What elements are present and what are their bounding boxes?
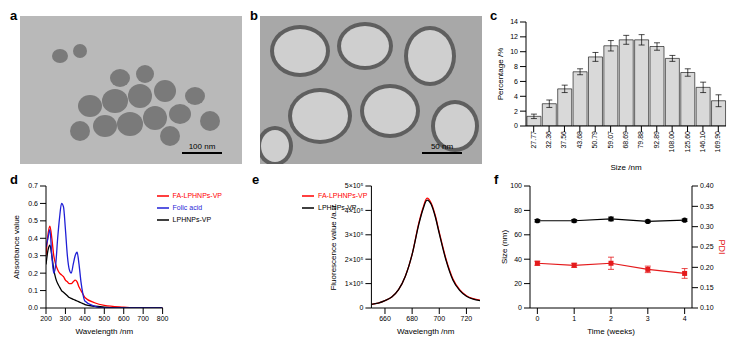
svg-text:660: 660 (379, 315, 391, 322)
svg-text:0.4: 0.4 (28, 235, 38, 242)
svg-text:32.36: 32.36 (545, 131, 552, 149)
svg-text:108.00: 108.00 (668, 131, 675, 153)
svg-text:8: 8 (514, 63, 518, 70)
svg-text:400: 400 (79, 315, 91, 322)
svg-text:100: 100 (510, 182, 522, 189)
svg-text:3×10⁵: 3×10⁵ (345, 231, 364, 238)
svg-text:0.0: 0.0 (28, 304, 38, 311)
svg-text:0.30: 0.30 (700, 223, 714, 230)
svg-text:125.60: 125.60 (684, 131, 691, 153)
svg-text:2: 2 (609, 315, 613, 322)
svg-text:720: 720 (461, 315, 473, 322)
svg-text:0: 0 (518, 304, 522, 311)
svg-text:0: 0 (360, 304, 364, 311)
svg-text:12: 12 (510, 33, 518, 40)
svg-text:4×10⁵: 4×10⁵ (345, 207, 364, 214)
svg-text:79.88: 79.88 (637, 131, 644, 149)
svg-text:500: 500 (98, 315, 110, 322)
svg-text:0.7: 0.7 (28, 182, 38, 189)
svg-text:Wavelength /nm: Wavelength /nm (397, 327, 455, 336)
svg-text:0.5: 0.5 (28, 217, 38, 224)
svg-text:3: 3 (646, 315, 650, 322)
svg-text:50.79: 50.79 (591, 131, 598, 149)
svg-text:80: 80 (514, 207, 522, 214)
svg-text:0.35: 0.35 (700, 203, 714, 210)
svg-text:0.10: 0.10 (700, 304, 714, 311)
svg-text:6: 6 (514, 78, 518, 85)
svg-text:0: 0 (535, 315, 539, 322)
svg-text:Percentage /%: Percentage /% (496, 48, 505, 100)
svg-text:14: 14 (510, 18, 518, 25)
svg-text:40: 40 (514, 256, 522, 263)
svg-text:0.15: 0.15 (700, 284, 714, 291)
svg-text:800: 800 (157, 315, 169, 322)
svg-text:0.40: 0.40 (700, 182, 714, 189)
svg-text:0.6: 0.6 (28, 200, 38, 207)
svg-text:50 nm: 50 nm (431, 142, 454, 151)
svg-text:Time (weeks): Time (weeks) (587, 327, 635, 336)
svg-text:4: 4 (683, 315, 687, 322)
svg-text:0.20: 0.20 (700, 264, 714, 271)
svg-text:20: 20 (514, 280, 522, 287)
svg-text:Absorbance value: Absorbance value (12, 214, 21, 279)
svg-text:700: 700 (433, 315, 445, 322)
svg-text:Size (nm): Size (nm) (500, 230, 509, 265)
svg-text:146.10: 146.10 (699, 131, 706, 153)
svg-text:2×10⁵: 2×10⁵ (345, 256, 364, 263)
svg-text:700: 700 (137, 315, 149, 322)
svg-text:37.56: 37.56 (560, 131, 567, 149)
svg-text:68.69: 68.69 (622, 131, 629, 149)
svg-text:0.2: 0.2 (28, 270, 38, 277)
svg-text:Wavelength /nm: Wavelength /nm (76, 327, 134, 336)
svg-text:300: 300 (60, 315, 72, 322)
svg-text:1: 1 (572, 315, 576, 322)
svg-text:43.68: 43.68 (576, 131, 583, 149)
svg-text:680: 680 (406, 315, 418, 322)
svg-text:Fluorescence value /a.u.: Fluorescence value /a.u. (329, 203, 338, 290)
svg-text:0.25: 0.25 (700, 243, 714, 250)
svg-text:169.90: 169.90 (714, 131, 721, 153)
svg-text:600: 600 (118, 315, 130, 322)
svg-text:Size /nm: Size /nm (610, 163, 641, 172)
svg-text:4: 4 (514, 93, 518, 100)
svg-text:10: 10 (510, 48, 518, 55)
svg-text:92.89: 92.89 (653, 131, 660, 149)
svg-text:0.1: 0.1 (28, 287, 38, 294)
svg-text:0: 0 (514, 122, 518, 129)
svg-text:59.07: 59.07 (607, 131, 614, 149)
svg-text:2: 2 (514, 108, 518, 115)
svg-text:1×10⁵: 1×10⁵ (345, 280, 364, 287)
svg-text:200: 200 (40, 315, 52, 322)
svg-text:60: 60 (514, 231, 522, 238)
svg-text:27.77: 27.77 (530, 131, 537, 149)
svg-text:5×10⁵: 5×10⁵ (345, 182, 364, 189)
svg-text:0.3: 0.3 (28, 252, 38, 259)
svg-text:100 nm: 100 nm (189, 142, 216, 151)
svg-text:PDI: PDI (717, 239, 727, 254)
